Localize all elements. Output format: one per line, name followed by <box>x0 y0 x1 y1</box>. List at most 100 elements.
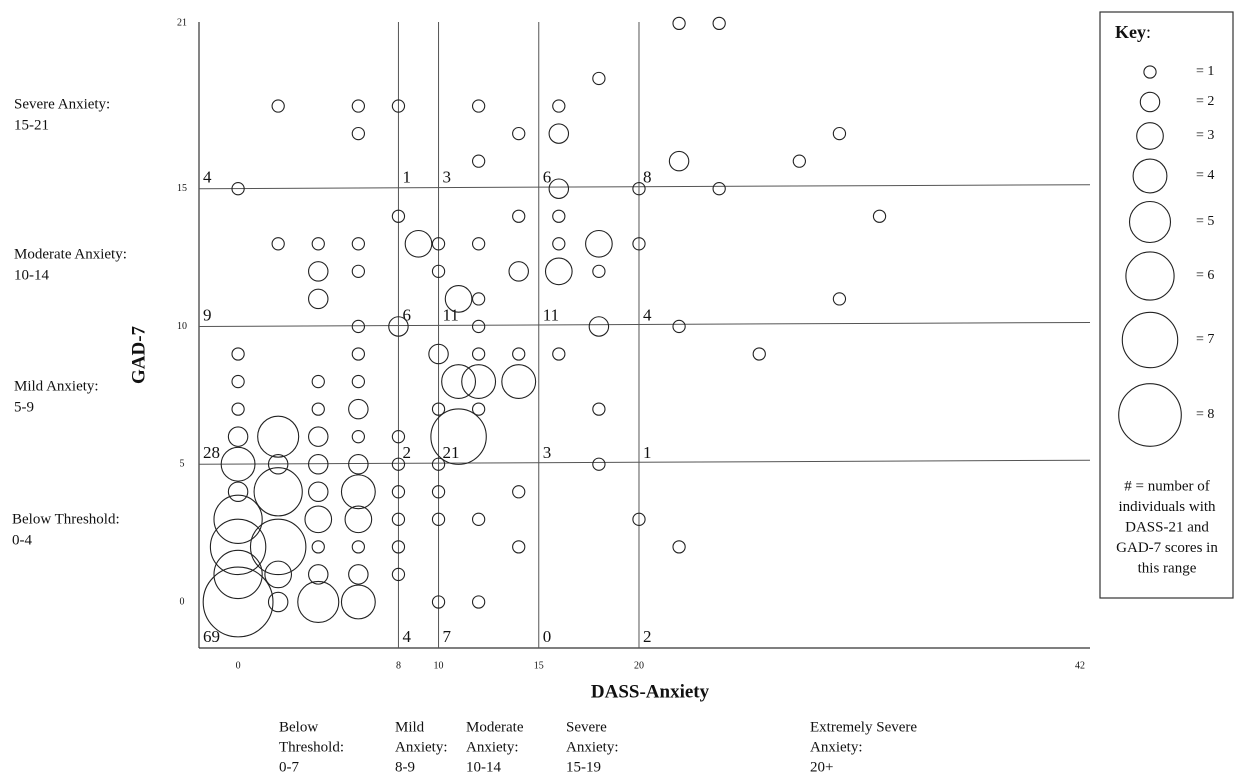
bubble <box>552 237 566 251</box>
bubble <box>428 343 449 365</box>
bubble <box>340 474 376 510</box>
region-count: 11 <box>543 305 559 324</box>
key-label: = 7 <box>1196 332 1214 347</box>
region-count: 2 <box>402 443 411 462</box>
bubble <box>431 264 446 279</box>
key-label: = 6 <box>1196 268 1214 283</box>
bubble <box>792 154 806 168</box>
x-tick-label: 0 <box>236 660 241 671</box>
bubble <box>471 154 486 168</box>
y-band-label: Moderate Anxiety: <box>14 246 127 262</box>
region-count: 1 <box>402 168 411 187</box>
bubble <box>471 512 486 526</box>
bubble <box>404 229 433 258</box>
bubble <box>512 126 526 141</box>
bubble <box>471 595 486 609</box>
bubble <box>391 485 406 499</box>
region-count: 0 <box>543 627 552 646</box>
bubble <box>548 123 570 144</box>
bubble <box>512 347 526 361</box>
key-bubble <box>1132 158 1168 194</box>
bubble <box>592 402 606 416</box>
x-tick-label: 10 <box>434 660 444 671</box>
bubble <box>213 494 263 544</box>
bubble <box>508 261 529 282</box>
x-band-label: Mild <box>395 719 425 735</box>
bubble <box>544 257 573 286</box>
bubble <box>832 292 847 306</box>
region-count: 3 <box>543 443 552 462</box>
bubble <box>202 566 274 638</box>
bubble <box>391 567 406 582</box>
bubble <box>311 540 325 554</box>
bubble <box>712 16 726 31</box>
bubble <box>348 453 369 475</box>
y-tick-label: 5 <box>180 459 185 470</box>
bubble <box>391 540 406 554</box>
bubble <box>471 292 486 306</box>
key-bubble <box>1139 91 1161 113</box>
x-band-label: Anxiety: <box>395 739 448 755</box>
key-label: = 1 <box>1196 64 1214 79</box>
bubble <box>552 99 566 113</box>
bubble <box>512 209 526 223</box>
bubble <box>304 505 333 534</box>
bubble <box>308 481 329 503</box>
x-band-label: Anxiety: <box>566 739 619 755</box>
bubble <box>471 347 486 361</box>
key-note: individuals with <box>1118 499 1216 515</box>
key-label: = 2 <box>1196 94 1214 109</box>
x-band-label: 10-14 <box>466 759 501 775</box>
bubble <box>308 426 329 447</box>
x-band-label: Anxiety: <box>466 739 519 755</box>
bubble <box>471 402 486 416</box>
bubble <box>267 591 289 613</box>
bubble <box>271 237 285 251</box>
bubble <box>592 264 606 279</box>
bubble <box>431 485 446 499</box>
region-count: 1 <box>643 443 652 462</box>
region-count: 4 <box>402 627 411 646</box>
bubble <box>340 584 376 620</box>
bubble <box>431 237 446 251</box>
region-count: 69 <box>203 627 220 646</box>
region-count: 21 <box>443 443 460 462</box>
bubble <box>311 237 325 251</box>
key-note: # = number of <box>1124 478 1210 494</box>
bubble <box>430 408 487 465</box>
bubble <box>231 347 245 361</box>
bubble <box>351 237 366 251</box>
region-count: 6 <box>402 305 411 324</box>
bubble <box>585 229 613 258</box>
region-count: 3 <box>443 168 452 187</box>
region-count: 8 <box>643 168 652 187</box>
x-band-label: Moderate <box>466 719 524 735</box>
bubble <box>832 126 847 141</box>
x-band-label: Threshold: <box>279 739 344 755</box>
x-tick-label: 8 <box>396 660 401 671</box>
region-count: 28 <box>203 443 220 462</box>
key-label: = 8 <box>1196 407 1214 422</box>
x-band-label: Extremely Severe <box>810 719 917 735</box>
y-boundary <box>198 321 1091 327</box>
bubble <box>231 374 245 389</box>
bubble <box>431 595 446 609</box>
bubble <box>632 512 646 526</box>
bubble <box>668 150 690 172</box>
bubble <box>351 264 366 279</box>
bubble <box>391 430 406 444</box>
bubble <box>220 446 256 482</box>
bubble <box>548 178 570 199</box>
bubble <box>209 518 267 576</box>
bubble <box>391 99 406 113</box>
bubble <box>231 182 245 196</box>
y-tick-label: 10 <box>177 321 187 332</box>
y-band-label: Mild Anxiety: <box>14 378 99 394</box>
x-band-label: Below <box>279 719 318 735</box>
bubble <box>471 237 486 251</box>
bubble <box>431 512 446 526</box>
x-band-label: 0-7 <box>279 759 299 775</box>
bubble <box>441 364 477 400</box>
bubble <box>351 99 366 113</box>
y-band-label: 5-9 <box>14 399 34 415</box>
